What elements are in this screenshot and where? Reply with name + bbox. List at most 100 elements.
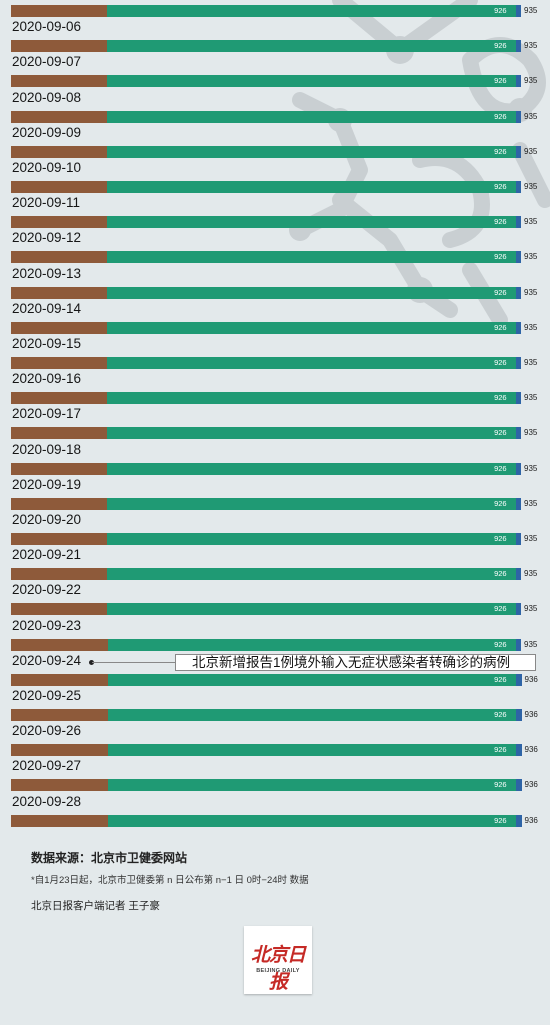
- bar-segment: [516, 427, 521, 440]
- cumulative-value-label: 926: [494, 322, 507, 332]
- cumulative-value-label: 926: [494, 674, 507, 684]
- reporter-credit: 北京日报客户端记者 王子豪: [31, 900, 160, 912]
- date-label: 2020-09-17: [12, 406, 82, 422]
- bar-segment: [11, 533, 107, 545]
- bar-segment: [516, 75, 521, 88]
- bar-segment: [11, 568, 107, 581]
- bar-segment: [11, 392, 107, 405]
- logo-english: BEIJING DAILY: [256, 968, 300, 974]
- total-value-label: 935: [524, 287, 538, 297]
- date-label: 2020-09-14: [12, 300, 82, 316]
- date-label: 2020-09-26: [12, 723, 82, 739]
- bar-segment: [11, 216, 107, 229]
- cumulative-value-label: 926: [494, 146, 507, 156]
- bar-segment: [107, 357, 517, 369]
- bar-segment: [11, 286, 107, 299]
- bar-segment: [11, 744, 108, 757]
- bar-segment: [107, 75, 517, 88]
- total-value-label: 935: [524, 569, 538, 579]
- bar-segment: [516, 286, 521, 299]
- bar-segment: [107, 181, 517, 193]
- bar-segment: [11, 181, 107, 193]
- total-value-label: 935: [524, 393, 538, 403]
- cumulative-value-label: 926: [494, 41, 507, 51]
- total-value-label: 935: [524, 604, 538, 614]
- bar-segment: [516, 673, 522, 686]
- bar-segment: [11, 673, 108, 686]
- date-label: 2020-09-08: [12, 89, 82, 105]
- date-label: 2020-09-21: [12, 547, 82, 563]
- total-value-label: 935: [524, 146, 538, 156]
- total-value-label: 935: [524, 252, 538, 262]
- date-label: 2020-09-09: [12, 124, 82, 140]
- cumulative-value-label: 926: [494, 639, 507, 649]
- cumulative-value-label: 926: [494, 604, 507, 614]
- bar-segment: [516, 216, 521, 229]
- cumulative-value-label: 926: [494, 498, 507, 508]
- bar-segment: [516, 5, 521, 17]
- bar-segment: [516, 533, 521, 545]
- bar-segment: [11, 603, 107, 616]
- cumulative-value-label: 926: [494, 463, 507, 473]
- bar-segment: [516, 603, 521, 616]
- bar-segment: [11, 814, 108, 827]
- bar-segment: [516, 568, 521, 581]
- total-value-label: 936: [524, 674, 538, 684]
- date-label: 2020-09-07: [12, 54, 82, 70]
- total-value-label: 935: [524, 534, 538, 543]
- cumulative-value-label: 926: [494, 111, 507, 121]
- stacked-bar-chart: 1769269351769269352020-09-06176926935202…: [11, 5, 538, 827]
- bar-segment: [107, 286, 517, 299]
- cumulative-value-label: 926: [494, 76, 507, 86]
- cumulative-value-label: 926: [494, 182, 507, 191]
- cumulative-value-label: 926: [494, 393, 507, 403]
- date-label: 2020-09-11: [12, 195, 81, 211]
- bar-segment: [107, 462, 517, 475]
- bar-segment: [516, 145, 521, 158]
- cumulative-value-label: 926: [494, 745, 507, 755]
- total-value-label: 935: [524, 76, 538, 86]
- bar-segment: [11, 145, 107, 158]
- beijing-daily-logo: 北京日报 BEIJING DAILY: [244, 926, 312, 994]
- bar-segment: [516, 744, 522, 757]
- total-value-label: 935: [524, 41, 538, 51]
- bar-segment: [11, 251, 107, 264]
- total-value-label: 935: [524, 217, 538, 227]
- bar-segment: [11, 462, 107, 475]
- total-value-label: 935: [524, 182, 538, 191]
- bar-segment: [11, 5, 107, 17]
- date-label: 2020-09-22: [12, 582, 82, 598]
- date-label: 2020-09-24: [12, 652, 82, 668]
- bar-segment: [11, 709, 108, 721]
- total-value-label: 935: [524, 463, 538, 473]
- bar-segment: [11, 427, 107, 440]
- total-value-label: 935: [524, 358, 538, 367]
- bar-segment: [11, 357, 107, 369]
- bar-segment: [516, 321, 521, 334]
- cumulative-value-label: 926: [494, 780, 507, 790]
- bar-segment: [11, 497, 107, 510]
- cumulative-value-label: 926: [494, 6, 507, 15]
- bar-segment: [107, 603, 517, 616]
- bar-segment: [11, 75, 107, 88]
- cumulative-value-label: 926: [494, 569, 507, 579]
- date-label: 2020-09-13: [12, 265, 82, 281]
- date-label: 2020-09-18: [12, 441, 82, 457]
- bar-segment: [107, 40, 517, 53]
- date-label: 2020-09-10: [12, 160, 82, 175]
- annotation-leader-line: [92, 662, 176, 663]
- bar-segment: [107, 497, 517, 510]
- bar-segment: [107, 744, 517, 757]
- total-value-label: 936: [524, 780, 538, 790]
- bar-segment: [107, 321, 517, 334]
- bar-segment: [516, 779, 522, 792]
- logo-mark: 北京日报: [250, 944, 306, 993]
- bar-segment: [11, 779, 108, 792]
- annotation-marker: [89, 660, 94, 665]
- cumulative-value-label: 926: [494, 428, 507, 438]
- bar-segment: [516, 357, 521, 369]
- date-label: 2020-09-20: [12, 512, 82, 527]
- cumulative-value-label: 926: [494, 815, 507, 825]
- date-label: 2020-09-23: [12, 617, 82, 633]
- data-source: 数据来源：北京市卫健委网站: [31, 851, 188, 865]
